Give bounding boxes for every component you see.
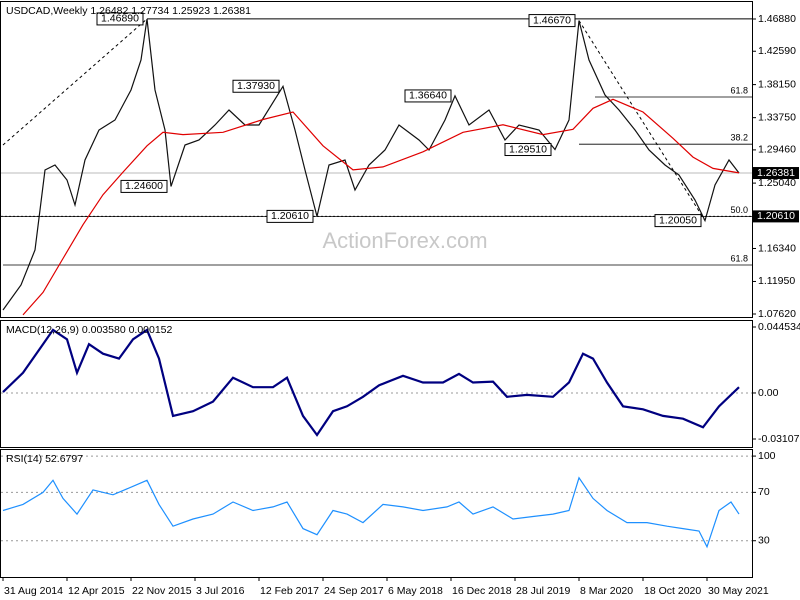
price-marker-label: 1.20610 [757,210,795,222]
x-tick-label: 16 Dec 2018 [452,585,512,597]
x-tick-label: 30 May 2021 [708,585,769,597]
x-tick-label: 12 Apr 2015 [68,585,125,597]
x-tick-label: 8 Mar 2020 [580,585,633,597]
panel-title: MACD(12,26,9) 0.003580 0.000152 [6,324,173,336]
y-tick-label: 1.25040 [758,177,796,189]
x-tick-label: 24 Sep 2017 [324,585,384,597]
annotation-box [120,179,168,193]
y-tick-label: 1.38150 [758,78,796,90]
y-tick-label: 30 [758,535,770,547]
series-line [2,328,740,437]
panel-title: RSI(14) 52.6797 [6,453,83,465]
x-tick-label: 18 Oct 2020 [644,585,701,597]
y-tick-label: 70 [758,486,770,498]
y-tick-label: 1.46880 [758,13,796,25]
x-tick-label: 6 May 2018 [388,585,443,597]
price-marker [753,210,799,223]
annotation-box [266,209,314,223]
fib-label: 50.0 [730,205,748,215]
x-tick-label: 28 Jul 2019 [516,585,570,597]
annotation-label: 1.24600 [125,180,163,192]
panel-title: USDCAD,Weekly 1.26482 1.27734 1.25923 1.… [6,5,251,17]
annotation-box [404,89,452,103]
y-tick-label: 1.07620 [758,308,796,320]
y-tick-label: 0.044534 [758,321,800,333]
y-tick-label: 1.33750 [758,111,796,123]
annotation-box [504,143,552,157]
annotation-box [96,12,144,26]
series-line [22,98,740,316]
x-tick-label: 12 Feb 2017 [260,585,319,597]
fib-label: 61.8 [730,85,748,95]
annotation-label: 1.36640 [409,90,447,102]
annotation-label: 1.46670 [533,14,571,26]
annotation-box [528,14,576,28]
y-tick-label: 1.42590 [758,45,796,57]
y-tick-label: 1.29460 [758,144,796,156]
annotation-label: 1.46890 [101,13,139,25]
y-tick-label: 100 [758,450,776,462]
panel-frame [0,320,753,448]
x-tick-label: 22 Nov 2015 [132,585,192,597]
annotation-box [654,214,702,228]
price-marker [753,167,799,180]
x-tick-label: 31 Aug 2014 [4,585,63,597]
panel-frame [0,1,753,318]
series-line [2,18,740,311]
y-tick-label: 0.00 [758,387,779,399]
y-tick-label: 1.11950 [758,275,795,287]
y-tick-label: -0.031072 [758,433,800,445]
price-marker-label: 1.26381 [757,167,795,179]
x-tick-label: 3 Jul 2016 [196,585,245,597]
fib-label: 38.2 [730,133,748,143]
annotation-label: 1.37930 [237,80,275,92]
annotation-box [232,79,280,93]
watermark: ActionForex.com [322,228,487,253]
y-tick-label: 1.16340 [758,242,796,254]
annotation-label: 1.20050 [659,214,697,226]
fib-label: 61.8 [730,253,748,263]
series-line [2,476,740,549]
panel-frame [0,449,753,578]
annotation-label: 1.20610 [271,210,309,222]
annotation-label: 1.29510 [509,143,547,155]
trendline [2,18,148,146]
